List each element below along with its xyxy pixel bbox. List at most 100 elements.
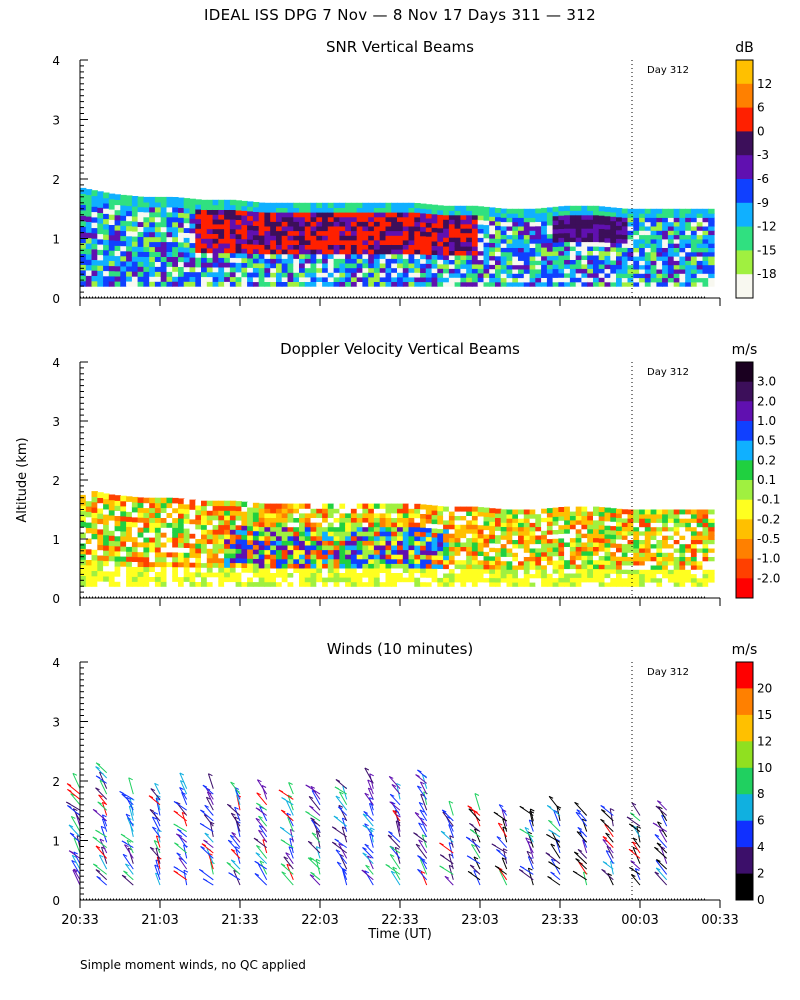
- heatmap-cell: [546, 224, 554, 230]
- heatmap-cell: [235, 224, 242, 230]
- heatmap-cell: [276, 225, 283, 232]
- wind-barb: [254, 873, 268, 886]
- heatmap-cell: [673, 260, 681, 266]
- heatmap-cell: [178, 503, 185, 509]
- heatmap-cell: [154, 581, 162, 587]
- heatmap-cell: [425, 277, 433, 283]
- heatmap-cell: [558, 272, 565, 278]
- heatmap-cell: [189, 552, 196, 558]
- heatmap-cell: [85, 543, 93, 550]
- heatmap-cell: [201, 552, 208, 559]
- heatmap-cell: [97, 497, 104, 504]
- heatmap-cell: [552, 255, 559, 261]
- heatmap-cell: [258, 249, 266, 255]
- heatmap-cell: [264, 221, 271, 227]
- heatmap-cell: [362, 572, 369, 578]
- heatmap-cell: [477, 263, 485, 269]
- heatmap-cell: [103, 508, 110, 515]
- heatmap-cell: [523, 513, 531, 519]
- heatmap-cell: [252, 553, 260, 559]
- heatmap-cell: [327, 512, 335, 518]
- wind-profile: [572, 801, 588, 886]
- heatmap-cell: [143, 226, 150, 233]
- heatmap-cell: [183, 557, 191, 563]
- heatmap-cell: [149, 226, 156, 233]
- heatmap-cell: [316, 225, 323, 232]
- heatmap-cell: [454, 555, 461, 561]
- wind-barb-flag: [361, 869, 367, 873]
- heatmap-cell: [564, 210, 571, 216]
- heatmap-cell: [218, 204, 225, 210]
- heatmap-cell: [662, 547, 669, 553]
- heatmap-cell: [183, 552, 191, 558]
- heatmap-cell: [397, 212, 404, 218]
- heatmap-cell: [483, 255, 490, 261]
- heatmap-cell: [679, 556, 686, 562]
- heatmap-cell: [702, 547, 709, 553]
- wind-barb: [389, 854, 401, 870]
- heatmap-cell: [91, 496, 98, 503]
- heatmap-cell: [460, 572, 467, 578]
- heatmap-cell: [287, 244, 294, 250]
- wind-barb-flag: [441, 809, 447, 813]
- heatmap-cell: [610, 238, 617, 243]
- heatmap-cell: [627, 256, 634, 261]
- heatmap-cell: [437, 537, 444, 543]
- heatmap-cell: [529, 234, 536, 240]
- heatmap-cell: [679, 238, 686, 244]
- heatmap-cell: [656, 526, 663, 532]
- heatmap-cell: [379, 258, 387, 264]
- heatmap-cell: [310, 221, 317, 227]
- heatmap-cell: [137, 571, 144, 577]
- heatmap-cell: [627, 543, 634, 549]
- wind-barb: [578, 861, 588, 875]
- heatmap-cell: [650, 273, 657, 279]
- heatmap-cell: [391, 540, 398, 546]
- wind-barb: [420, 871, 428, 886]
- heatmap-cell: [644, 569, 652, 575]
- heatmap-cell: [402, 225, 410, 232]
- heatmap-cell: [696, 556, 704, 562]
- heatmap-cell: [172, 236, 179, 243]
- heatmap-cell: [593, 568, 600, 574]
- heatmap-cell: [564, 223, 571, 229]
- heatmap-cell: [420, 536, 427, 542]
- heatmap-cell: [160, 196, 168, 203]
- wind-barb-flag: [574, 851, 579, 855]
- wind-barb-flag: [519, 828, 524, 832]
- wind-barb: [496, 849, 508, 859]
- heatmap-cell: [379, 212, 387, 218]
- heatmap-cell: [656, 560, 663, 566]
- heatmap-cell: [333, 276, 340, 282]
- wind-barb-flag: [201, 843, 207, 847]
- heatmap-cell: [154, 532, 162, 538]
- wind-barb: [256, 792, 268, 806]
- heatmap-cell: [143, 271, 150, 277]
- colorbar-label: -0.2: [757, 512, 780, 526]
- heatmap-cell: [241, 267, 248, 273]
- heatmap-cell: [85, 516, 93, 523]
- heatmap-cell: [667, 552, 675, 557]
- heatmap-cell: [356, 272, 364, 278]
- heatmap-cell: [339, 577, 346, 583]
- heatmap-cell: [345, 512, 352, 518]
- heatmap-cell: [356, 522, 364, 528]
- heatmap-cell: [448, 237, 456, 243]
- heatmap-cell: [218, 576, 225, 583]
- heatmap-cell: [650, 208, 657, 214]
- heatmap-cell: [546, 547, 554, 553]
- heatmap-cell: [587, 524, 594, 530]
- heatmap-cell: [679, 530, 686, 536]
- heatmap-cell: [644, 526, 652, 532]
- heatmap-cell: [149, 216, 156, 223]
- heatmap-cell: [178, 246, 185, 253]
- heatmap-cell: [546, 220, 554, 226]
- heatmap-cell: [322, 535, 329, 541]
- heatmap-cell: [598, 546, 606, 552]
- heatmap-cell: [587, 268, 594, 274]
- heatmap-cell: [391, 581, 398, 587]
- heatmap-cell: [247, 534, 254, 541]
- heatmap-cell: [172, 211, 179, 218]
- heatmap-cell: [696, 530, 704, 536]
- heatmap-cell: [322, 540, 329, 546]
